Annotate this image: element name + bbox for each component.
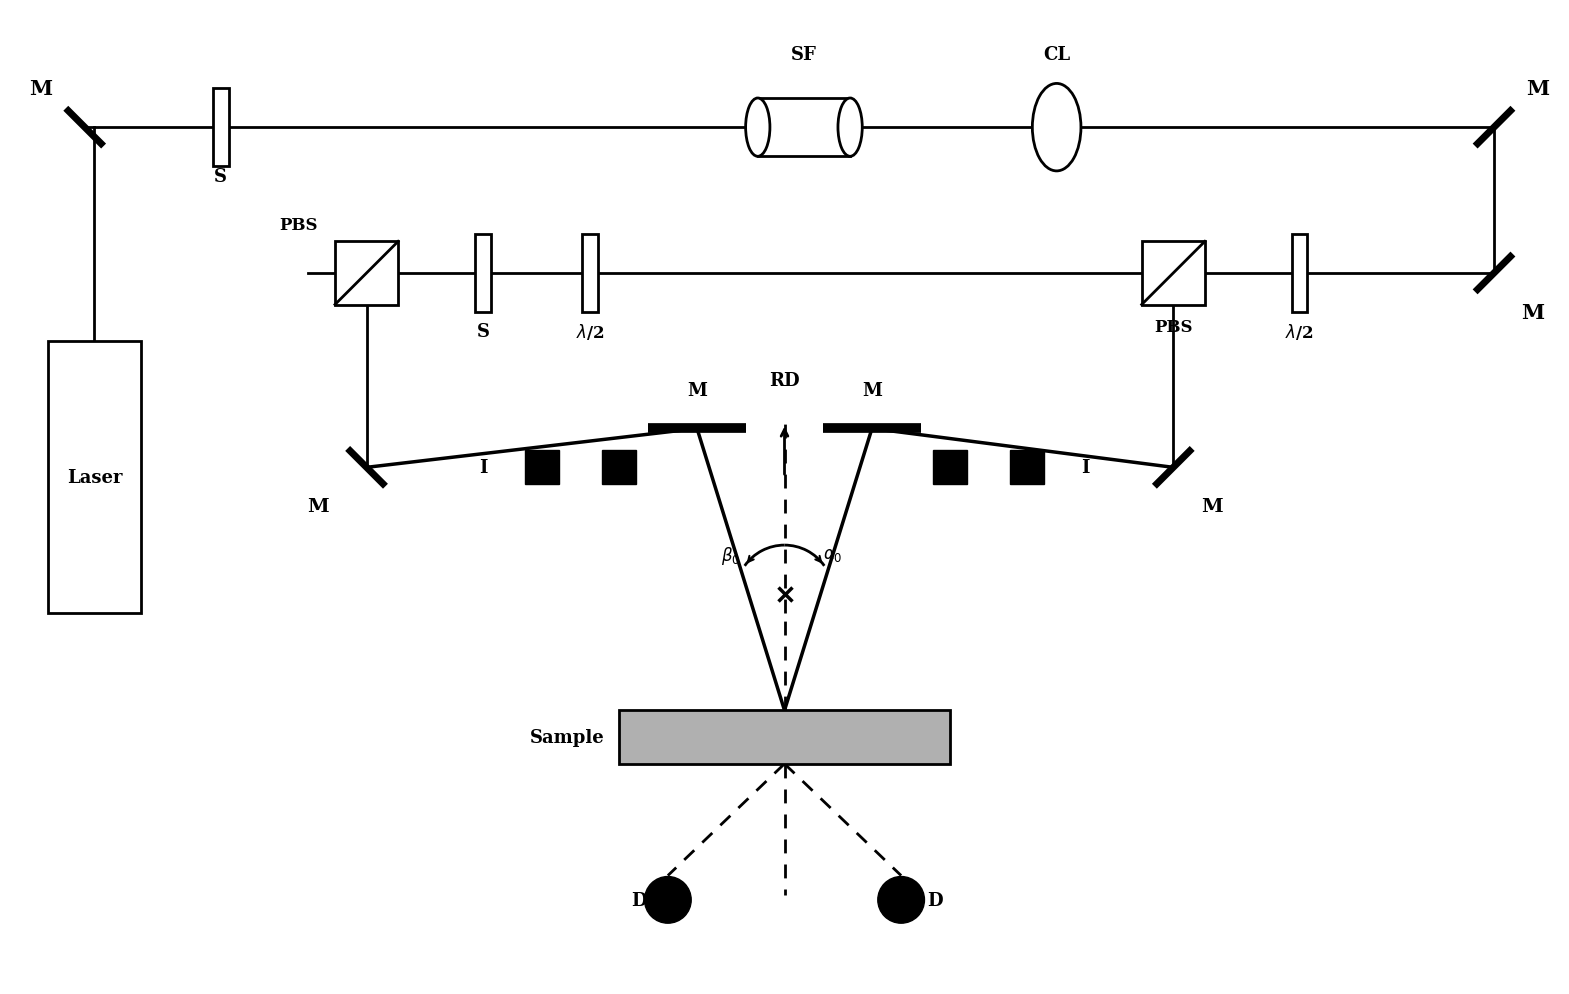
- Text: $\alpha_0$: $\alpha_0$: [824, 547, 843, 564]
- Text: Laser: Laser: [66, 468, 122, 487]
- Bar: [334, 243, 399, 305]
- Bar: [932, 451, 967, 485]
- Text: $\lambda$/2: $\lambda$/2: [1285, 322, 1313, 342]
- Text: SF: SF: [791, 46, 817, 65]
- Bar: [602, 451, 637, 485]
- Circle shape: [645, 877, 692, 923]
- Text: M: M: [1527, 80, 1549, 99]
- Text: M: M: [861, 382, 882, 400]
- Ellipse shape: [838, 99, 863, 157]
- Ellipse shape: [745, 99, 770, 157]
- Text: Sample: Sample: [530, 729, 604, 746]
- Text: CL: CL: [1043, 46, 1070, 65]
- Text: M: M: [1202, 498, 1222, 516]
- Text: I: I: [479, 459, 488, 477]
- Text: D: D: [927, 891, 943, 909]
- Bar: [620, 711, 949, 764]
- Bar: [1291, 235, 1307, 312]
- Ellipse shape: [1032, 84, 1081, 172]
- Text: M: M: [30, 80, 52, 99]
- Text: PBS: PBS: [279, 217, 319, 234]
- Bar: [49, 342, 141, 613]
- Text: PBS: PBS: [1155, 319, 1192, 336]
- Bar: [213, 89, 229, 167]
- Text: RD: RD: [769, 372, 800, 390]
- Bar: [758, 99, 850, 157]
- Circle shape: [877, 877, 924, 923]
- Text: M: M: [1522, 302, 1544, 322]
- Text: S: S: [477, 323, 490, 341]
- Bar: [1142, 243, 1205, 305]
- Text: $\beta_0$: $\beta_0$: [722, 545, 741, 567]
- Text: M: M: [687, 382, 708, 400]
- Text: D: D: [631, 891, 646, 909]
- Text: M: M: [308, 498, 329, 516]
- Text: $\lambda$/2: $\lambda$/2: [576, 322, 604, 342]
- Bar: [582, 235, 598, 312]
- Text: I: I: [1081, 459, 1090, 477]
- Bar: [524, 451, 559, 485]
- Bar: [475, 235, 491, 312]
- Bar: [1010, 451, 1045, 485]
- Text: S: S: [215, 168, 228, 186]
